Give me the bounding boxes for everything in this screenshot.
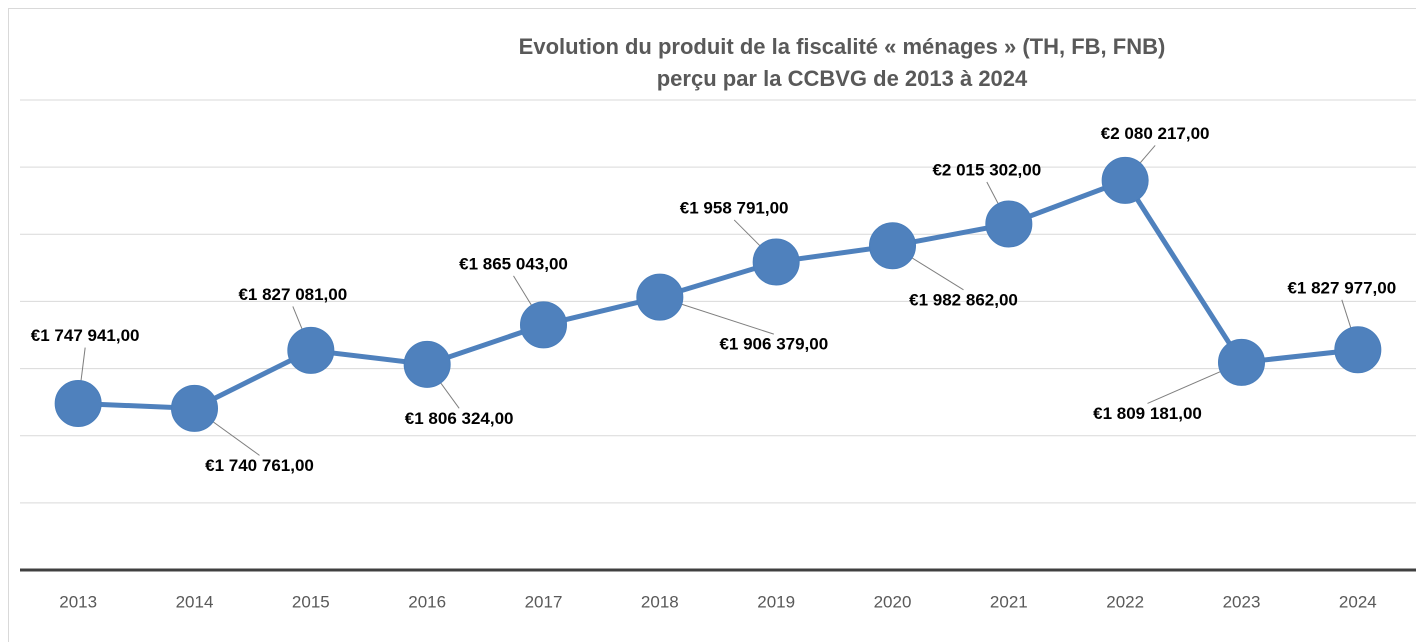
data-label: €1 806 324,00 <box>405 409 514 428</box>
data-label: €1 982 862,00 <box>909 290 1018 309</box>
x-tick-label: 2014 <box>176 592 214 611</box>
x-tick-label: 2024 <box>1339 592 1377 611</box>
point-marker <box>1334 326 1382 374</box>
point-marker <box>869 222 916 270</box>
point-marker <box>520 301 567 349</box>
data-label: €1 740 761,00 <box>205 456 314 475</box>
data-label: €1 827 977,00 <box>1287 278 1396 297</box>
data-label: €1 958 791,00 <box>680 198 789 217</box>
data-label: €2 080 217,00 <box>1101 124 1210 143</box>
data-label: €1 906 379,00 <box>719 335 828 354</box>
data-label: €1 747 941,00 <box>31 326 140 345</box>
point-marker <box>171 384 218 432</box>
point-marker <box>752 238 800 286</box>
chart-frame <box>8 8 1416 642</box>
x-tick-label: 2023 <box>1223 592 1261 611</box>
x-tick-label: 2013 <box>59 592 97 611</box>
x-tick-label: 2021 <box>990 592 1028 611</box>
x-tick-label: 2020 <box>874 592 912 611</box>
data-label: €2 015 302,00 <box>932 160 1041 179</box>
x-tick-label: 2015 <box>292 592 330 611</box>
point-marker <box>1218 338 1265 386</box>
chart-title: Evolution du produit de la fiscalité « m… <box>519 34 1166 59</box>
point-marker <box>636 273 684 321</box>
data-label: €1 865 043,00 <box>459 254 568 273</box>
point-marker <box>287 326 335 374</box>
chart-title: perçu par la CCBVG de 2013 à 2024 <box>657 66 1028 91</box>
x-tick-label: 2017 <box>525 592 563 611</box>
x-tick-label: 2018 <box>641 592 679 611</box>
data-label: €1 809 181,00 <box>1093 404 1202 423</box>
point-marker <box>1101 156 1149 204</box>
point-marker <box>403 340 451 388</box>
data-label: €1 827 081,00 <box>238 285 347 304</box>
point-marker <box>54 380 102 428</box>
x-tick-label: 2016 <box>408 592 446 611</box>
x-tick-label: 2019 <box>757 592 795 611</box>
point-marker <box>985 200 1033 248</box>
x-tick-label: 2022 <box>1106 592 1144 611</box>
